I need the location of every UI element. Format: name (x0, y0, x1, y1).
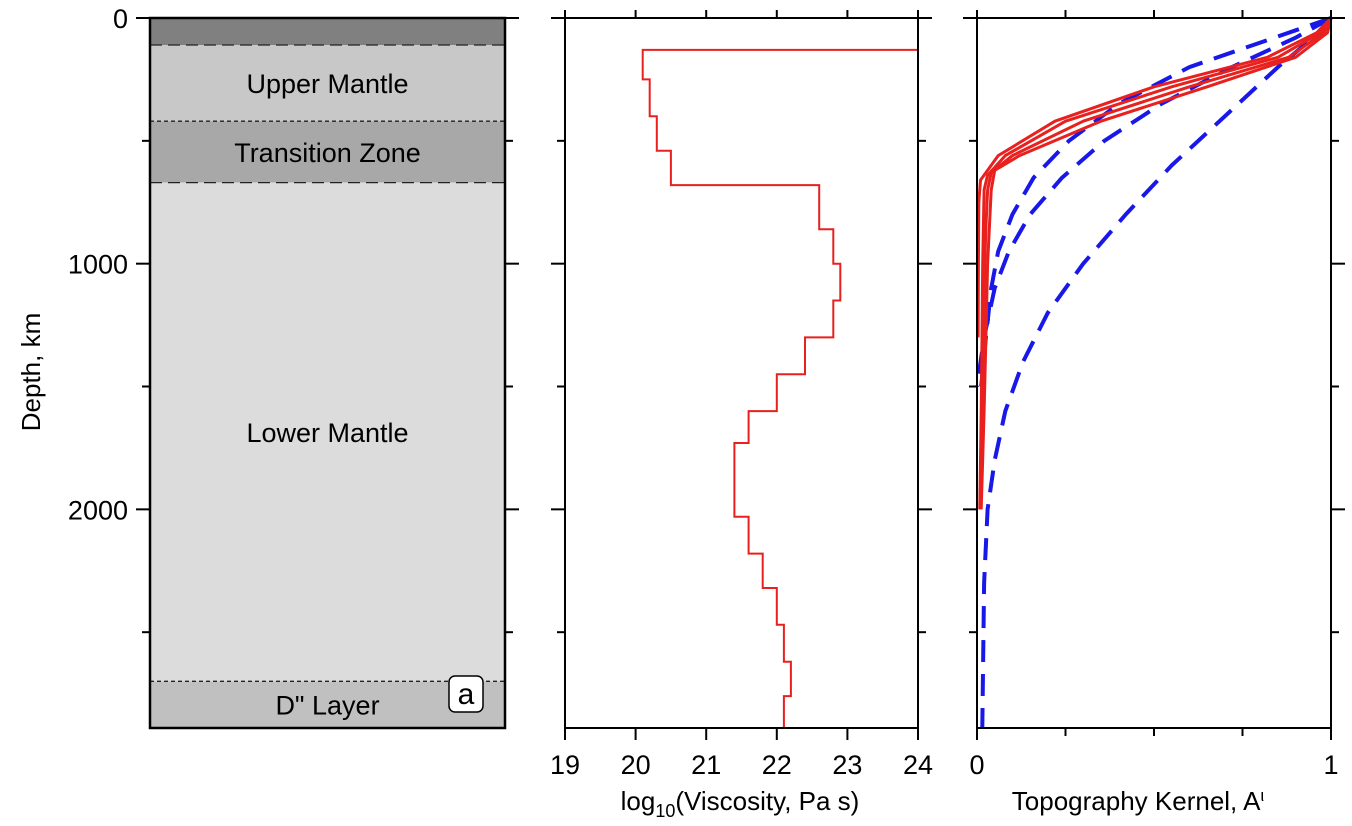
layer-label: D" Layer (275, 691, 379, 721)
panel-label-badge (448, 675, 484, 713)
x-tick-label: 1 (1323, 750, 1338, 780)
kernel-dashed-line (980, 16, 1333, 729)
viscosity-axis-label-rest: (Viscosity, Pa s) (675, 786, 859, 816)
layer-band (150, 182, 505, 682)
viscosity-axis-label-log: log (621, 786, 656, 816)
kernel-solid-line (979, 17, 1333, 510)
y-tick-label: 0 (113, 4, 128, 34)
kernel-axis-label-sup: ι (1260, 786, 1264, 805)
panel-viscosity: 19 20 21 22 23 24 (550, 10, 933, 780)
layer-band (150, 121, 505, 183)
kernel-solid-line (978, 17, 1333, 510)
kernel-dashed-line (979, 16, 1332, 387)
panel-frame (148, 16, 507, 730)
viscosity-profile-line (641, 48, 918, 728)
panel-mantle-layers: Upper Mantle Transition Zone Lower Mantle D… (68, 4, 519, 730)
viscosity-axis-label: log10(Viscosity, Pa s) (621, 786, 860, 821)
x-tick-label: 22 (762, 750, 792, 780)
kernel-dashed-line (975, 16, 1332, 387)
kernel-solid-line (979, 17, 1333, 510)
y-tick-label: 2000 (68, 495, 128, 525)
depth-axis-label: Depth, km (16, 313, 46, 432)
layer-label: Lower Mantle (246, 418, 408, 448)
kernel-axis-label: Topography Kernel, Aι (1012, 786, 1265, 816)
layer-band (150, 681, 505, 728)
x-tick-label: 23 (832, 750, 862, 780)
layer-label: Upper Mantle (246, 69, 408, 99)
layer-band (150, 18, 505, 46)
x-tick-label: 19 (550, 750, 580, 780)
y-tick-label: 1000 (68, 250, 128, 280)
x-tick-label: 24 (903, 750, 933, 780)
layer-label: Transition Zone (234, 138, 421, 168)
x-tick-label: 21 (691, 750, 721, 780)
kernel-axis-label-main: Topography Kernel, A (1012, 786, 1261, 816)
x-tick-label: 0 (969, 750, 984, 780)
layer-band (150, 45, 505, 122)
viscosity-axis-label-sub: 10 (655, 801, 675, 821)
x-tick-label: 20 (621, 750, 651, 780)
panel-label: a (458, 678, 475, 711)
kernel-solid-line (976, 16, 1333, 338)
